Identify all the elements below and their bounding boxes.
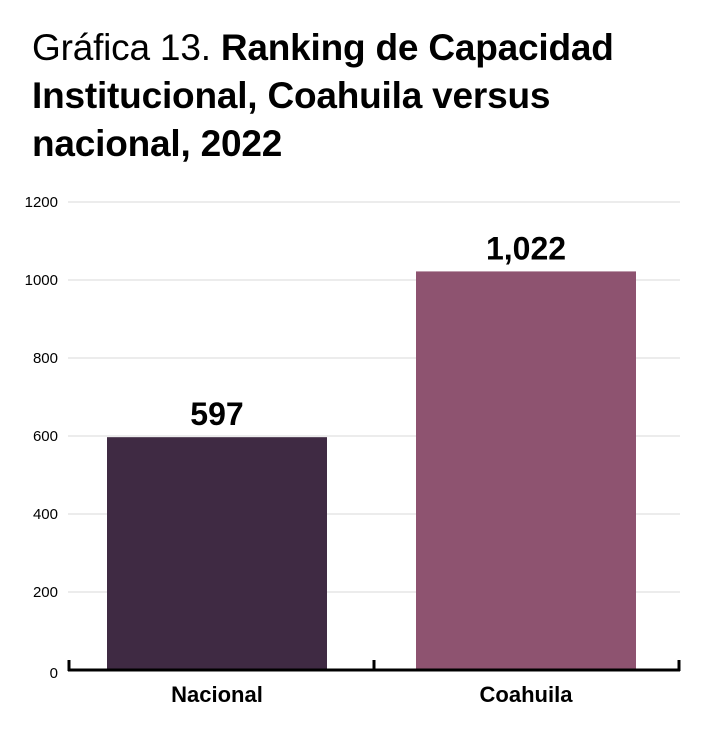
y-axis-ticks: 0 200 400 600 800 1000 1200 bbox=[25, 194, 58, 682]
value-label: 597 bbox=[190, 396, 243, 432]
y-tick-label: 1000 bbox=[25, 272, 58, 289]
chart-title: Gráfica 13. Ranking de Capacidad Institu… bbox=[32, 24, 692, 168]
bars bbox=[107, 271, 636, 670]
y-tick-label: 0 bbox=[50, 665, 58, 682]
value-label: 1,022 bbox=[486, 230, 566, 266]
x-axis bbox=[67, 660, 681, 672]
y-tick-label: 1200 bbox=[25, 194, 58, 211]
chart-title-main: Ranking de Capacidad Institucional, Coah… bbox=[32, 27, 614, 164]
y-tick-label: 600 bbox=[33, 428, 58, 445]
category-label: Coahuila bbox=[480, 682, 574, 707]
y-tick-label: 800 bbox=[33, 350, 58, 367]
bar-coahuila bbox=[416, 271, 636, 670]
category-labels: Nacional Coahuila bbox=[171, 682, 573, 707]
y-tick-label: 200 bbox=[33, 584, 58, 601]
category-label: Nacional bbox=[171, 682, 263, 707]
y-tick-label: 400 bbox=[33, 506, 58, 523]
chart-title-prefix: Gráfica 13. bbox=[32, 27, 211, 68]
bar-nacional bbox=[107, 437, 327, 670]
value-labels: 597 1,022 bbox=[190, 230, 566, 432]
